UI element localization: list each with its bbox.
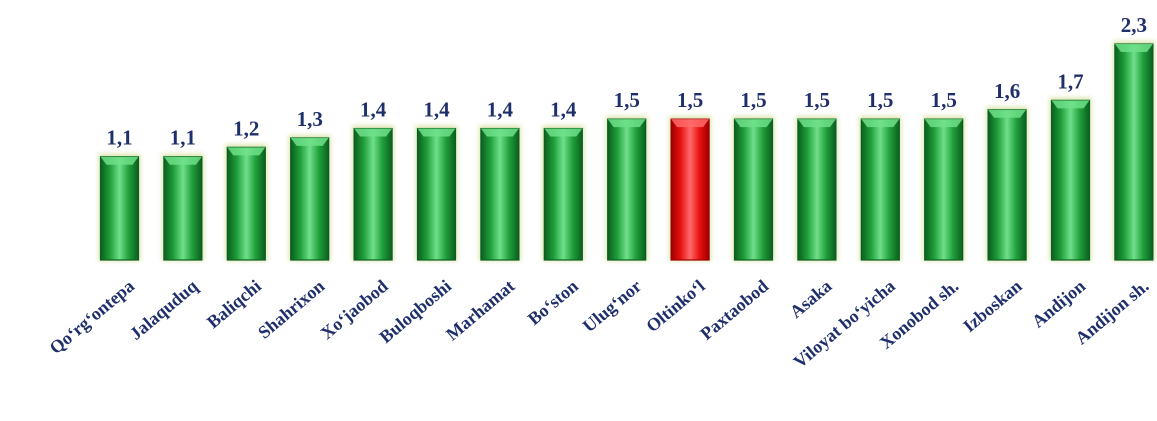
bar-value-label: 2,3 [1121, 13, 1147, 37]
bar [353, 127, 393, 261]
bar [226, 146, 266, 261]
bar-top-bevel [607, 119, 646, 128]
category-label: Izboskan [959, 276, 1026, 336]
bar-value-label: 1,5 [867, 88, 893, 112]
category-label: Qo‘rg‘ontepa [46, 276, 139, 358]
bar-top-bevel [480, 128, 519, 137]
bar-top-bevel [797, 119, 836, 128]
bar-top-bevel [1114, 44, 1153, 53]
category-label: Bo‘ston [524, 276, 582, 329]
category-label: Marhamat [442, 276, 518, 345]
bar-top-bevel [1051, 100, 1090, 109]
bar-value-label: 1,1 [106, 126, 132, 150]
bar-highlighted [670, 118, 710, 261]
bar-top-bevel [544, 128, 583, 137]
category-label: Andijon [1028, 276, 1089, 332]
category-label: Jalaquduq [126, 276, 202, 344]
bar-value-label: 1,5 [614, 88, 640, 112]
category-label: Shahrixon [254, 276, 328, 343]
bar-top-bevel [417, 128, 456, 137]
bar-value-label: 1,4 [487, 98, 514, 122]
bar [290, 137, 330, 261]
bar [860, 118, 900, 261]
bar [543, 127, 583, 261]
bar [480, 127, 520, 261]
bar-top-bevel [227, 147, 266, 156]
bar-top-bevel [354, 128, 393, 137]
bar-value-label: 1,5 [931, 88, 957, 112]
category-label: Paxtaobod [696, 276, 772, 344]
bar [924, 118, 964, 261]
bar [733, 118, 774, 261]
bar [416, 127, 457, 261]
bar-value-label: 1,5 [804, 88, 830, 112]
bar [99, 156, 140, 261]
bar-top-bevel [861, 119, 900, 128]
bar-value-label: 1,7 [1057, 69, 1083, 93]
bar [987, 109, 1027, 261]
bar [163, 156, 203, 261]
bar-top-bevel [734, 119, 773, 128]
category-label: Ulug‘nor [579, 276, 645, 336]
bar-top-bevel [671, 119, 710, 128]
bar [797, 118, 837, 261]
bar-value-label: 1,1 [170, 126, 196, 150]
bar [607, 118, 647, 261]
bar-top-bevel [163, 156, 202, 165]
bar-top-bevel [100, 156, 139, 165]
bar-value-label: 1,5 [677, 88, 703, 112]
bar [1114, 43, 1154, 261]
category-label: Baliqchi [203, 276, 265, 332]
bar [1050, 99, 1091, 261]
bar-value-label: 1,4 [423, 98, 450, 122]
bar-value-label: 1,2 [233, 116, 259, 140]
bar-value-label: 1,4 [360, 98, 387, 122]
bar-top-bevel [290, 137, 329, 146]
bar-top-bevel [924, 119, 963, 128]
bar-value-label: 1,3 [297, 107, 323, 131]
bar-value-label: 1,5 [740, 88, 766, 112]
category-label: Asaka [786, 276, 836, 322]
bar-top-bevel [988, 109, 1027, 118]
bar-value-label: 1,6 [994, 79, 1020, 103]
bar-value-label: 1,4 [550, 98, 577, 122]
